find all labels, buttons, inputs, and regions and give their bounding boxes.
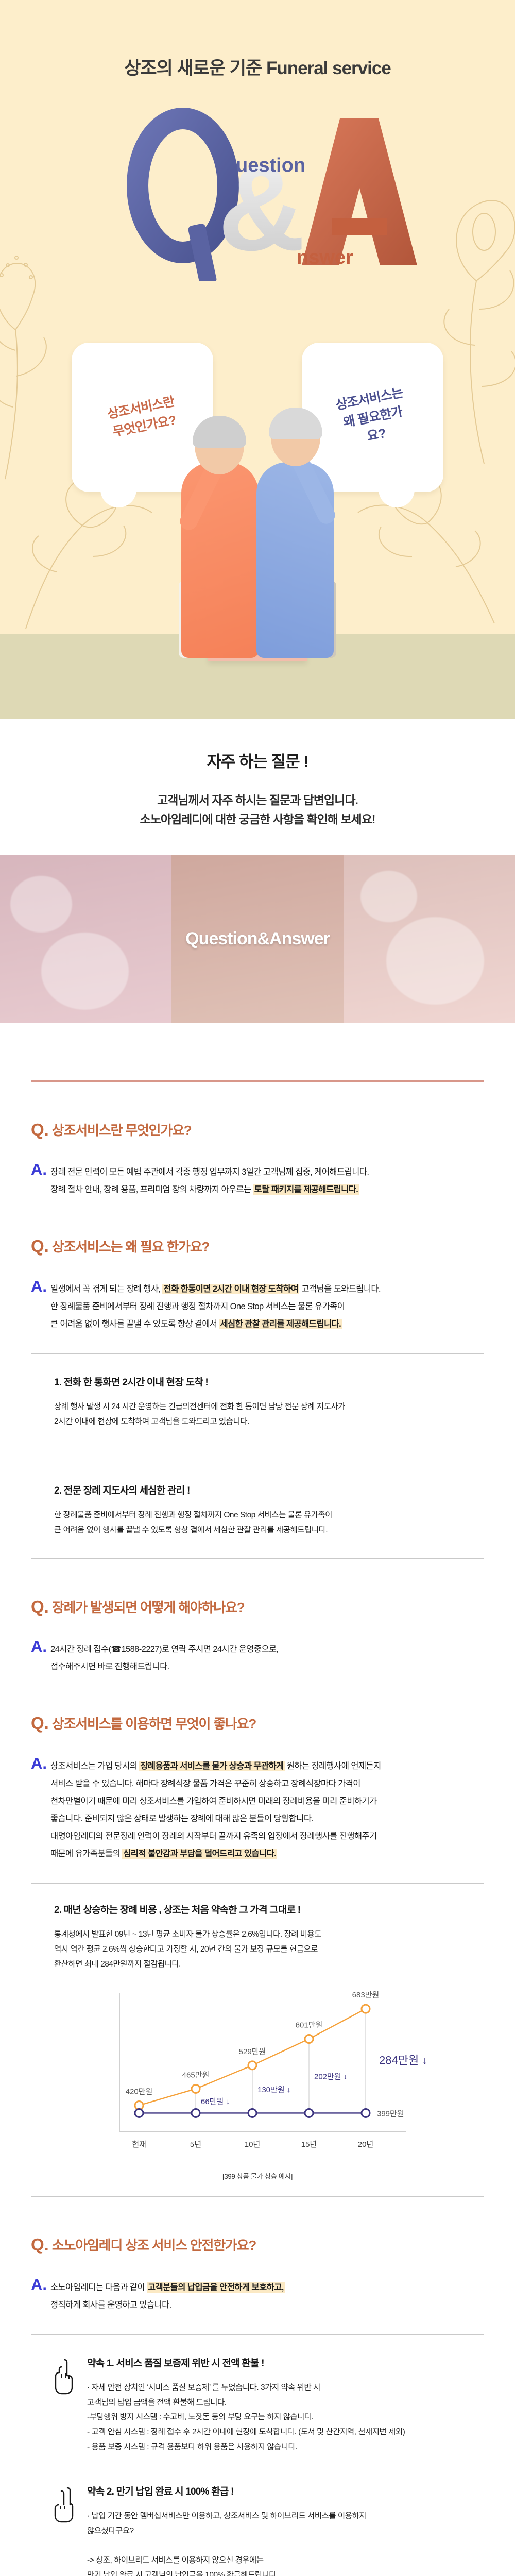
chart-caption: [399 상품 물가 상승 예시] xyxy=(222,2173,293,2181)
svg-text:601만원: 601만원 xyxy=(296,2021,323,2030)
hero-section: 상조의 새로운 기준 Funeral service xyxy=(0,0,515,719)
answer-text: 일생에서 꼭 겪게 되는 장례 행사, 전화 한통이면 2시간 이내 현장 도착… xyxy=(50,1283,381,1329)
man-hair xyxy=(269,408,322,439)
faq-top-divider xyxy=(31,1080,484,1082)
botanical-decor-right xyxy=(443,200,515,464)
qa-logo-answer: nswer xyxy=(297,247,353,268)
price-chart-svg: 420만원 465만원 529만원 601만원 683만원 399만원 66만원 ↓ 130만… xyxy=(119,1991,427,2149)
question-text: 상조서비스를 이용하면 무엇이 좋나요? xyxy=(52,1716,256,1732)
qa-banner-photostrip xyxy=(0,855,515,1023)
info-box-body: 한 장례물품 준비에서부터 장례 진행과 행정 절차까지 One Stop 서비… xyxy=(54,1511,332,1534)
qa-logo: & uestion nswer xyxy=(0,95,515,281)
intro-heading: 자주 하는 질문 ! xyxy=(207,753,308,771)
svg-text:현재: 현재 xyxy=(132,2140,146,2149)
faq-item[interactable]: Q. 소노아임레디 상조 서비스 안전한가요? A. 소노아임레디는 다음과 같… xyxy=(31,2197,484,2576)
question-marker: Q. xyxy=(31,1714,49,1733)
intro-body: 고객님께서 자주 하시는 질문과 답변입니다. 소노아임레디에 대한 궁금한 사… xyxy=(140,793,376,826)
hand-two-fingers-icon xyxy=(54,2487,74,2523)
question-marker: Q. xyxy=(31,1597,49,1616)
faq-item[interactable]: Q. 상조서비스란 무엇인가요? A. 장례 전문 인력이 모든 예법 주관에서… xyxy=(31,1082,484,1199)
promise-1-body: · 자체 안전 장치인 ‘서비스 품질 보증제’ 를 두었습니다. 3가지 약속… xyxy=(87,2383,405,2451)
hand-one-finger-icon xyxy=(55,2359,73,2395)
faq-section: Q. 상조서비스란 무엇인가요? A. 장례 전문 인력이 모든 예법 주관에서… xyxy=(0,1080,515,2576)
answer-marker: A. xyxy=(31,1160,47,1178)
price-increase-chart-box: 2. 매년 상승하는 장례 비용 , 상조는 처음 약속한 그 가격 그대로 !… xyxy=(31,1883,484,2197)
promise-2-title: 약속 2. 만기 납입 완료 시 100% 환급 ! xyxy=(87,2486,234,2498)
svg-text:420만원: 420만원 xyxy=(126,2088,153,2096)
svg-text:399만원: 399만원 xyxy=(377,2110,404,2119)
svg-text:10년: 10년 xyxy=(245,2140,261,2149)
info-box-body: 통계청에서 발표한 09년 ~ 13년 평균 소비자 물가 상승률은 2.6%입… xyxy=(54,1930,322,1969)
info-box-body: 장례 행사 발생 시 24 시간 운영하는 긴급의전센터에 전화 한 통이면 담… xyxy=(54,1402,345,1426)
info-box-title: 1. 전화 한 통화면 2시간 이내 현장 도착 ! xyxy=(54,1377,209,1388)
hero-title: 상조의 새로운 기준 Funeral service xyxy=(124,58,391,78)
svg-text:&: & xyxy=(218,140,305,276)
answer-marker: A. xyxy=(31,1277,47,1295)
answer-text: 상조서비스는 가입 당시의 장례용품과 서비스를 물가 상승과 무관하게 원하는… xyxy=(50,1760,381,1859)
info-box-title: 2. 매년 상승하는 장례 비용 , 상조는 처음 약속한 그 가격 그대로 ! xyxy=(54,1905,301,1916)
info-box: 1. 전화 한 통화면 2시간 이내 현장 도착 ! 장례 행사 발생 시 24… xyxy=(31,1353,484,1451)
faq-item[interactable]: Q. 상조서비스는 왜 필요 한가요? A. 일생에서 꼭 겪게 되는 장례 행… xyxy=(31,1198,484,1559)
answer-text: 소노아임레디는 다음과 같이 고객분들의 납입금을 안전하게 보호하고, 정직하… xyxy=(50,2282,285,2310)
promise-2-body: · 납입 기간 동안 멤버십서비스만 이용하고, 상조서비스 및 하이브리드 서… xyxy=(87,2512,366,2576)
svg-text:66만원 ↓: 66만원 ↓ xyxy=(201,2097,230,2106)
price-chart: 420만원 465만원 529만원 601만원 683만원 399만원 66만원 ↓ 130만… xyxy=(54,1972,461,2157)
question-marker: Q. xyxy=(31,2235,49,2255)
svg-text:20년: 20년 xyxy=(358,2140,374,2149)
faq-item[interactable]: Q. 상조서비스를 이용하면 무엇이 좋나요? A. 상조서비스는 가입 당시의… xyxy=(31,1675,484,2197)
svg-text:130만원 ↓: 130만원 ↓ xyxy=(258,2086,290,2095)
woman-hair xyxy=(193,416,246,448)
qa-logo-question: uestion xyxy=(236,155,305,176)
info-box: 2. 전문 장례 지도사의 세심한 관리 ! 한 장례물품 준비에서부터 장례 … xyxy=(31,1462,484,1559)
answer-marker: A. xyxy=(31,1754,47,1772)
answer-marker: A. xyxy=(31,1637,47,1655)
faq-item[interactable]: Q. 장례가 발생되면 어떻게 해야하나요? A. 24시간 장례 접수(☎15… xyxy=(31,1559,484,1676)
svg-text:284만원 ↓: 284만원 ↓ xyxy=(379,2054,427,2067)
svg-text:202만원 ↓: 202만원 ↓ xyxy=(314,2073,347,2081)
promise-1-title: 약속 1. 서비스 품질 보증제 위반 시 전액 환불 ! xyxy=(87,2358,264,2369)
svg-text:15년: 15년 xyxy=(301,2140,317,2149)
intro-section: 자주 하는 질문 ! 고객님께서 자주 하시는 질문과 답변입니다. 소노아임레… xyxy=(0,719,515,855)
question-text: 장례가 발생되면 어떻게 해야하나요? xyxy=(52,1599,245,1615)
question-text: 소노아임레디 상조 서비스 안전한가요? xyxy=(52,2238,256,2253)
info-box-title: 2. 전문 장례 지도사의 세심한 관리 ! xyxy=(54,1485,190,1497)
answer-text: 장례 전문 인력이 모든 예법 주관에서 각종 행정 업무까지 3일간 고객님께… xyxy=(50,1167,369,1195)
answer-text: 24시간 장례 접수(☎1588-2227)로 연락 주시면 24시간 운영중으… xyxy=(50,1644,279,1672)
question-marker: Q. xyxy=(31,1120,49,1139)
qa-banner: Question&Answer xyxy=(0,855,515,1023)
question-marker: Q. xyxy=(31,1236,49,1256)
qa-banner-title: Question&Answer xyxy=(185,928,330,948)
svg-text:529만원: 529만원 xyxy=(239,2047,266,2056)
question-text: 상조서비스는 왜 필요 한가요? xyxy=(52,1239,210,1255)
answer-marker: A. xyxy=(31,2275,47,2294)
speech-bubble-left: 상조서비스란 무엇인가요? xyxy=(72,343,213,507)
svg-text:683만원: 683만원 xyxy=(352,1991,380,2000)
question-text: 상조서비스란 무엇인가요? xyxy=(52,1122,192,1138)
svg-text:5년: 5년 xyxy=(190,2140,201,2149)
svg-text:465만원: 465만원 xyxy=(182,2071,210,2080)
botanical-decor-left xyxy=(0,256,47,480)
promise-box: 약속 1. 서비스 품질 보증제 위반 시 전액 환불 ! · 자체 안전 장치… xyxy=(31,2334,484,2576)
senior-couple-illustration xyxy=(149,328,366,658)
